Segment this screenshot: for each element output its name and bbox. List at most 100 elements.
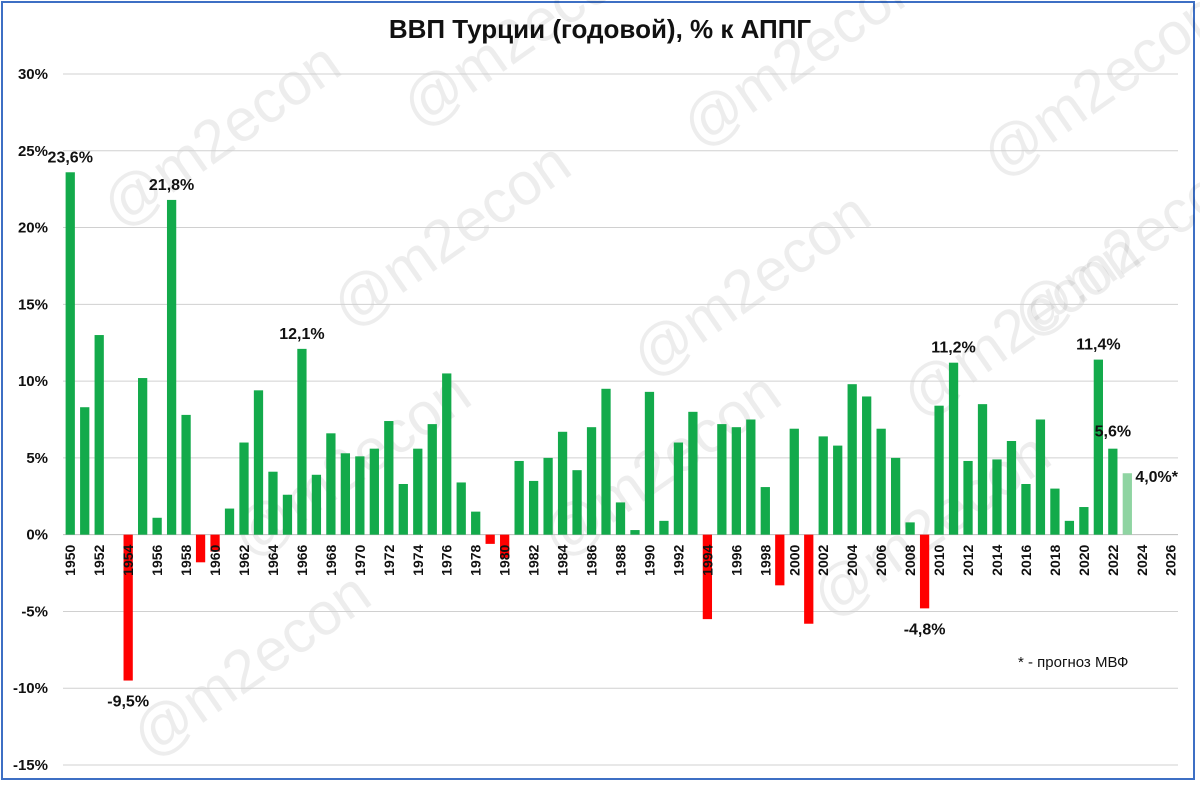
bar-2001 bbox=[804, 534, 814, 624]
bar-1979 bbox=[485, 534, 495, 544]
bar-1976 bbox=[442, 373, 452, 535]
x-tick-label: 1998 bbox=[757, 544, 773, 575]
x-tick-label: 2014 bbox=[989, 544, 1005, 575]
x-tick-label: 1990 bbox=[641, 544, 657, 575]
x-tick-label: 2004 bbox=[844, 544, 860, 575]
x-tick-label: 1982 bbox=[526, 544, 542, 575]
x-tick-label: 2024 bbox=[1134, 544, 1150, 575]
watermark-text: @m2econ bbox=[89, 28, 352, 240]
x-tick-label: 2008 bbox=[902, 544, 918, 575]
bar-2018 bbox=[1050, 488, 1060, 535]
bar-2020 bbox=[1079, 507, 1089, 535]
watermark-text: @m2econ bbox=[619, 178, 882, 390]
x-tick-label: 1956 bbox=[149, 544, 165, 575]
x-tick-label: 1952 bbox=[91, 544, 107, 575]
y-tick-label: 0% bbox=[26, 527, 48, 544]
watermark-text: @m2econ bbox=[969, 0, 1200, 191]
x-tick-label: 1970 bbox=[352, 544, 368, 575]
x-tick-label: 2018 bbox=[1047, 544, 1063, 575]
x-tick-label: 1978 bbox=[468, 544, 484, 575]
x-tick-label: 1996 bbox=[728, 544, 744, 575]
bar-2023 bbox=[1122, 473, 1132, 535]
bar-1959 bbox=[195, 534, 206, 563]
bar-1998 bbox=[760, 487, 770, 535]
bar-1968 bbox=[326, 433, 336, 535]
bar-1994 bbox=[702, 534, 713, 620]
bar-1981 bbox=[514, 460, 524, 535]
bar-1957 bbox=[166, 199, 177, 535]
bar-1985 bbox=[572, 470, 582, 535]
data-label-2022: 5,6% bbox=[1095, 424, 1131, 441]
y-tick-label: 5% bbox=[26, 450, 48, 467]
y-tick-label: 15% bbox=[18, 296, 48, 313]
bar-1960 bbox=[210, 534, 220, 552]
y-tick-label: -5% bbox=[21, 603, 48, 620]
bar-1988 bbox=[615, 502, 626, 535]
bar-2019 bbox=[1064, 520, 1075, 535]
x-tick-label: 1984 bbox=[555, 544, 571, 575]
watermark-text: @m2econ bbox=[319, 128, 582, 340]
footnote: * - прогноз МВФ bbox=[1018, 654, 1129, 671]
bar-2012 bbox=[963, 460, 973, 535]
bar-1972 bbox=[384, 421, 394, 535]
bar-1961 bbox=[224, 508, 235, 535]
x-tick-label: 1972 bbox=[381, 544, 397, 575]
x-tick-label: 1994 bbox=[699, 544, 715, 575]
x-tick-label: 1966 bbox=[294, 544, 310, 575]
x-tick-label: 1964 bbox=[265, 544, 281, 575]
y-tick-label: -15% bbox=[13, 757, 48, 774]
bar-1996 bbox=[731, 427, 741, 535]
data-label-2023: 4,0%* bbox=[1135, 469, 1178, 486]
bar-1977 bbox=[456, 482, 466, 535]
bar-1975 bbox=[427, 424, 437, 535]
bar-1992 bbox=[673, 442, 684, 535]
x-tick-label: 2000 bbox=[786, 544, 802, 575]
y-tick-label: -10% bbox=[13, 680, 48, 697]
bar-1964 bbox=[268, 471, 278, 535]
bar-2005 bbox=[862, 396, 872, 535]
bar-1963 bbox=[253, 390, 264, 535]
bar-2002 bbox=[818, 436, 828, 535]
bar-1978 bbox=[471, 511, 481, 535]
bar-2017 bbox=[1035, 419, 1046, 535]
bar-2021 bbox=[1093, 359, 1103, 535]
bar-1970 bbox=[355, 456, 365, 535]
bar-2000 bbox=[789, 428, 799, 535]
data-label-1950: 23,6% bbox=[48, 149, 93, 166]
bar-1965 bbox=[282, 494, 293, 535]
bar-1956 bbox=[152, 517, 162, 535]
bar-2007 bbox=[890, 457, 901, 535]
bar-1997 bbox=[746, 419, 756, 535]
y-tick-label: 20% bbox=[18, 220, 48, 237]
x-tick-label: 1960 bbox=[207, 544, 223, 575]
bar-1954 bbox=[123, 534, 133, 681]
x-tick-label: 1974 bbox=[410, 544, 426, 575]
x-tick-label: 2026 bbox=[1163, 544, 1179, 575]
x-tick-label: 1980 bbox=[497, 544, 513, 575]
x-tick-label: 1988 bbox=[613, 544, 629, 575]
bar-2009 bbox=[919, 534, 930, 609]
bar-1984 bbox=[557, 431, 568, 535]
x-tick-label: 1962 bbox=[236, 544, 252, 575]
bar-1986 bbox=[586, 427, 597, 535]
x-tick-label: 1958 bbox=[178, 544, 194, 575]
data-label-1957: 21,8% bbox=[149, 177, 194, 194]
x-tick-label: 1976 bbox=[439, 544, 455, 575]
bar-1958 bbox=[181, 414, 191, 535]
bar-1991 bbox=[659, 520, 669, 535]
x-tick-label: 1968 bbox=[323, 544, 339, 575]
bar-1952 bbox=[94, 335, 104, 535]
bar-2014 bbox=[992, 459, 1002, 535]
bar-2022 bbox=[1108, 448, 1118, 535]
bar-2016 bbox=[1021, 483, 1031, 535]
x-tick-label: 1986 bbox=[584, 544, 600, 575]
bar-1974 bbox=[413, 448, 423, 535]
y-tick-label: 25% bbox=[18, 143, 48, 160]
bar-1995 bbox=[717, 424, 727, 535]
bar-1967 bbox=[311, 474, 322, 535]
y-tick-label: 30% bbox=[18, 66, 48, 83]
bar-2010 bbox=[934, 405, 944, 535]
bar-1955 bbox=[138, 378, 148, 535]
